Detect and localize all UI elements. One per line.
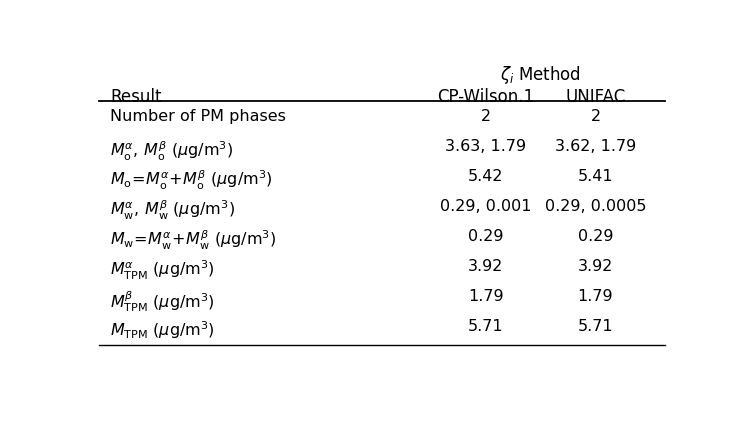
Text: Number of PM phases: Number of PM phases [110,109,286,124]
Text: $\zeta_i$ Method: $\zeta_i$ Method [500,64,581,86]
Text: $M_{\mathrm{o}}\!=\!M_{\mathrm{o}}^{\alpha}\!+\!M_{\mathrm{o}}^{\beta}$ ($\mu$g/: $M_{\mathrm{o}}\!=\!M_{\mathrm{o}}^{\alp… [110,169,273,192]
Text: CP-Wilson.1: CP-Wilson.1 [437,88,534,106]
Text: UNIFAC: UNIFAC [565,88,626,106]
Text: 5.71: 5.71 [468,319,504,334]
Text: $M_{\mathrm{w}}\!=\!M_{\mathrm{w}}^{\alpha}\!+\!M_{\mathrm{w}}^{\beta}$ ($\mu$g/: $M_{\mathrm{w}}\!=\!M_{\mathrm{w}}^{\alp… [110,229,277,253]
Text: $M_{\mathrm{o}}^{\alpha},\, M_{\mathrm{o}}^{\beta}$ ($\mu$g/m$^3$): $M_{\mathrm{o}}^{\alpha},\, M_{\mathrm{o… [110,139,234,162]
Text: $M_{\mathrm{TPM}}^{\alpha}$ ($\mu$g/m$^3$): $M_{\mathrm{TPM}}^{\alpha}$ ($\mu$g/m$^3… [110,259,215,283]
Text: $M_{\mathrm{TPM}}^{\beta}$ ($\mu$g/m$^3$): $M_{\mathrm{TPM}}^{\beta}$ ($\mu$g/m$^3$… [110,289,215,314]
Text: 5.71: 5.71 [577,319,613,334]
Text: 2: 2 [481,109,491,124]
Text: 0.29, 0.001: 0.29, 0.001 [440,199,531,214]
Text: 0.29: 0.29 [468,229,504,244]
Text: 1.79: 1.79 [577,289,613,304]
Text: $M_{\mathrm{w}}^{\alpha},\, M_{\mathrm{w}}^{\beta}$ ($\mu$g/m$^3$): $M_{\mathrm{w}}^{\alpha},\, M_{\mathrm{w… [110,199,235,222]
Text: 2: 2 [590,109,600,124]
Text: 0.29, 0.0005: 0.29, 0.0005 [545,199,646,214]
Text: 3.62, 1.79: 3.62, 1.79 [555,139,636,154]
Text: 1.79: 1.79 [468,289,504,304]
Text: 5.41: 5.41 [577,169,613,184]
Text: 3.63, 1.79: 3.63, 1.79 [446,139,526,154]
Text: 5.42: 5.42 [468,169,504,184]
Text: Result: Result [110,88,162,106]
Text: 0.29: 0.29 [577,229,613,244]
Text: $M_{\mathrm{TPM}}$ ($\mu$g/m$^3$): $M_{\mathrm{TPM}}$ ($\mu$g/m$^3$) [110,319,215,341]
Text: 3.92: 3.92 [468,259,504,274]
Text: 3.92: 3.92 [578,259,613,274]
